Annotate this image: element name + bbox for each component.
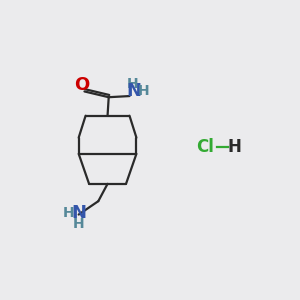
Text: H: H (228, 138, 242, 156)
Text: H: H (138, 84, 150, 98)
Text: Cl: Cl (196, 138, 214, 156)
Text: H: H (127, 77, 139, 91)
Text: N: N (71, 204, 86, 222)
Text: O: O (74, 76, 89, 94)
Text: N: N (127, 82, 142, 100)
Text: H: H (62, 206, 74, 220)
Text: H: H (73, 217, 85, 231)
